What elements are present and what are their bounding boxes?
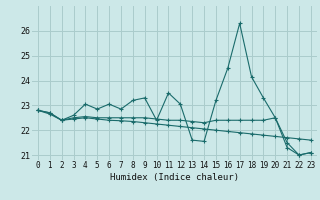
X-axis label: Humidex (Indice chaleur): Humidex (Indice chaleur) [110, 173, 239, 182]
